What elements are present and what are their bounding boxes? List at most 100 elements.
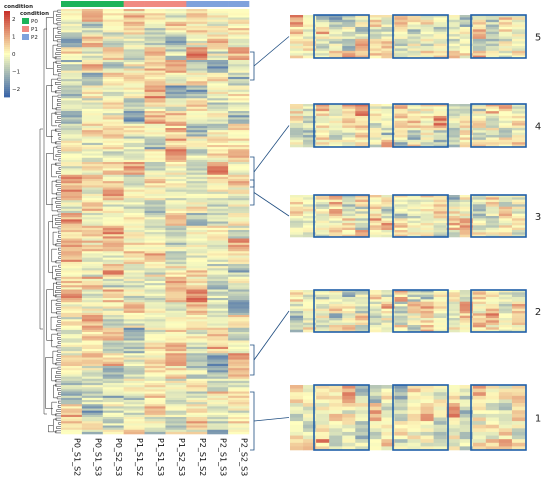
heatmap-cell	[123, 317, 145, 320]
cluster-cell	[329, 410, 343, 415]
heatmap-cell	[186, 359, 208, 363]
cluster-cell	[485, 218, 500, 221]
heatmap-cell	[81, 236, 104, 239]
heatmap-cell	[144, 19, 166, 23]
cluster-cell	[420, 446, 434, 451]
heatmap-cell	[228, 187, 250, 190]
cluster-cell	[498, 211, 513, 214]
cluster-bracket	[250, 179, 255, 206]
cluster-cell	[329, 43, 343, 47]
heatmap-cell	[228, 47, 250, 50]
heatmap-cell	[228, 28, 250, 31]
cluster-cell	[355, 55, 369, 59]
heatmap-cell	[228, 266, 250, 269]
cluster-cell	[498, 22, 513, 25]
column-labels: P0_S1_S2 P0_S1_S3 P0_S2_S3 P1_S1_S2 P1_S1_S3…	[72, 438, 248, 476]
cluster-cell	[303, 24, 317, 28]
legend-gradient-step	[4, 61, 10, 64]
heatmap-cell	[144, 291, 166, 295]
cluster-cell	[485, 127, 500, 131]
heatmap-cell	[207, 225, 229, 229]
heatmap-cell	[102, 202, 124, 205]
heatmap-cell	[102, 17, 124, 20]
cluster-cell	[316, 431, 330, 436]
cluster-cell	[446, 218, 461, 221]
cluster-cell	[394, 327, 408, 330]
cluster-cell	[316, 199, 330, 203]
cluster-cell	[433, 306, 447, 309]
cluster-cell	[394, 15, 408, 18]
heatmap-cell	[186, 162, 208, 165]
heatmap-cell	[186, 85, 208, 88]
heatmap-cell	[228, 306, 250, 309]
cluster-cell	[459, 294, 474, 298]
heatmap-cell	[61, 81, 83, 84]
cluster-cell	[355, 211, 369, 214]
heatmap-cell	[102, 96, 124, 99]
heatmap-cell	[165, 125, 187, 129]
cluster-group-box	[392, 14, 449, 59]
heatmap-cell	[61, 196, 83, 199]
cluster-cell	[394, 290, 408, 293]
heatmap-cell	[207, 283, 229, 286]
column-label: P0_S2_S3	[114, 438, 123, 476]
heatmap-cell	[186, 49, 208, 52]
heatmap-cell	[144, 36, 166, 40]
cluster-cell	[329, 230, 343, 233]
heatmap-cell	[123, 387, 145, 390]
heatmap-cell	[207, 423, 229, 426]
heatmap-cell	[81, 253, 104, 256]
cluster-cell	[342, 406, 356, 411]
cluster-cell	[511, 399, 526, 404]
heatmap-cell	[61, 242, 83, 246]
condition-bar	[61, 1, 250, 7]
cluster-cell	[355, 48, 369, 52]
heatmap-cell	[186, 351, 208, 354]
heatmap-cell	[207, 28, 229, 31]
heatmap-cell	[144, 200, 166, 203]
cluster-cell	[394, 199, 408, 203]
heatmap-cell	[123, 219, 145, 222]
cluster-cell	[420, 225, 434, 228]
cluster-cell	[485, 135, 500, 138]
heatmap-cell	[207, 359, 229, 363]
heatmap-cell	[61, 115, 83, 118]
heatmap-cell	[207, 81, 229, 84]
heatmap-cell	[61, 423, 83, 426]
cluster-cell	[498, 120, 513, 124]
cluster-cell	[355, 29, 369, 33]
heatmap-cell	[228, 283, 250, 286]
heatmap-cell	[186, 193, 208, 197]
heatmap-cell	[61, 104, 83, 108]
heatmap-cell	[102, 357, 124, 360]
cluster-cell	[368, 322, 382, 326]
heatmap-cell	[144, 266, 166, 269]
cluster-cell	[342, 315, 356, 319]
heatmap-cell	[61, 202, 83, 205]
cluster-cell	[433, 139, 447, 143]
heatmap-cell	[123, 240, 145, 244]
cluster-cell	[355, 320, 369, 323]
cluster-cell	[316, 108, 330, 112]
heatmap-cell	[144, 128, 166, 131]
heatmap-cell	[165, 353, 187, 356]
cluster-cell	[290, 104, 304, 107]
cluster-cell	[485, 225, 500, 228]
heatmap-cell	[207, 191, 229, 195]
cluster-cell	[407, 50, 421, 54]
heatmap-cell	[228, 15, 250, 18]
cluster-cell	[459, 132, 474, 136]
heatmap-cell	[81, 172, 104, 176]
heatmap-cell	[144, 115, 166, 118]
heatmap-cell	[186, 55, 208, 59]
cluster-cell	[303, 104, 317, 107]
cluster-cell	[407, 24, 421, 28]
cluster-cell	[472, 132, 487, 136]
cluster-cell	[485, 294, 500, 298]
heatmap-cell	[207, 383, 229, 386]
cluster-cell	[459, 120, 474, 124]
heatmap-cell	[61, 251, 83, 254]
cluster-cell	[472, 211, 487, 214]
heatmap-cell	[165, 253, 187, 256]
cluster-cell	[368, 111, 382, 114]
